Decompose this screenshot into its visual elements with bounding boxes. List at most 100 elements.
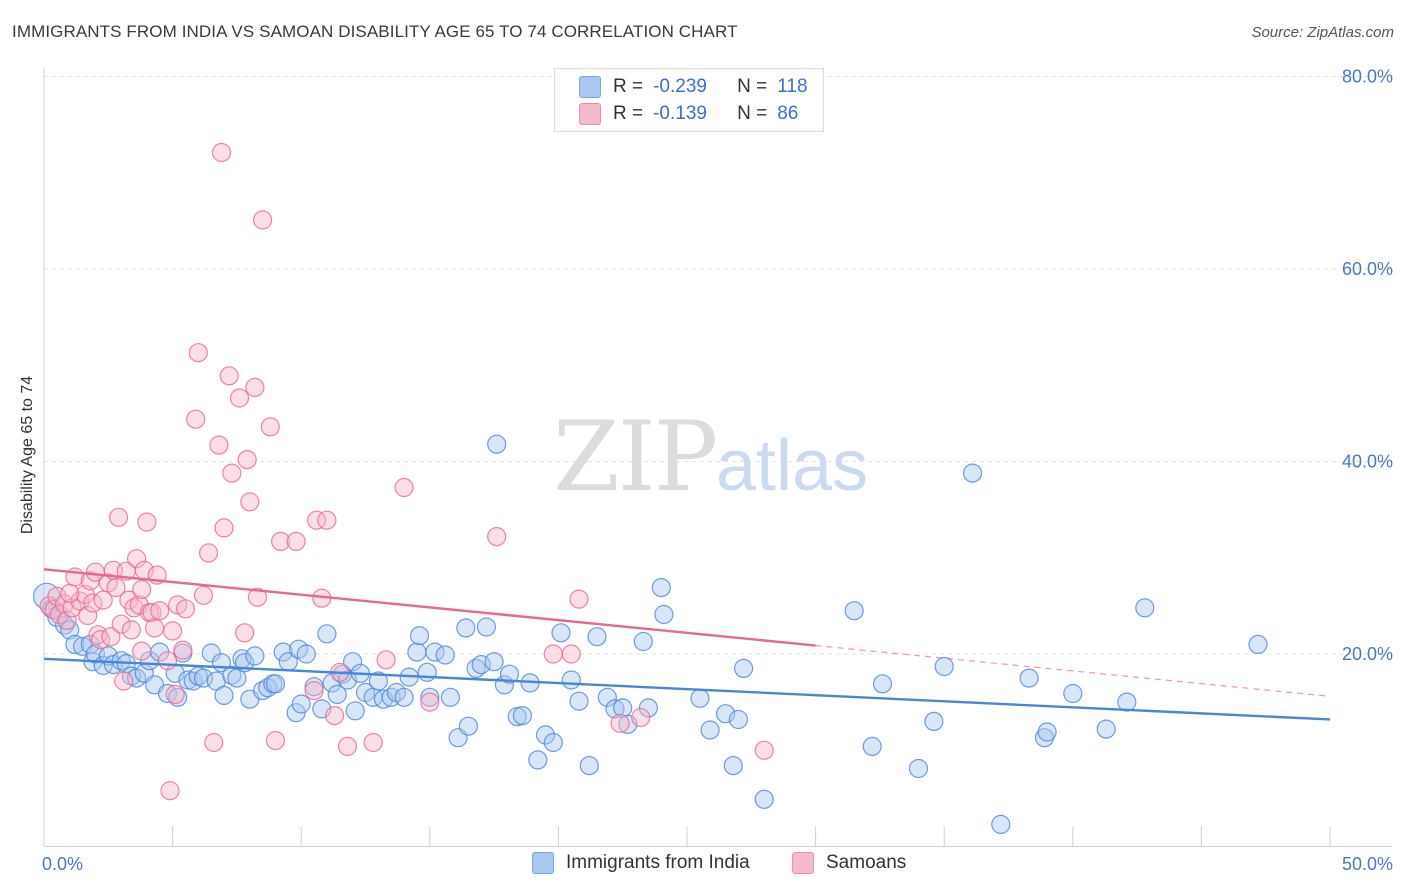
samoan-point-56 [235,623,255,643]
samoan-trend-line [43,568,816,647]
india-point-43 [273,642,293,662]
samoan-point-23 [114,671,134,691]
india-point-107 [728,709,749,730]
samoan-point-27 [124,598,144,618]
source-credit: Source: ZipAtlas.com [1251,24,1394,41]
samoan-point-70 [325,705,345,726]
samoan-point-5 [57,610,77,630]
samoan-point-60 [247,587,268,607]
y-tick-label-0: 20.0% [1342,644,1393,664]
legend-swatch-india [579,76,601,98]
y-tick-label-2: 60.0% [1342,259,1393,279]
india-point-116 [962,463,983,483]
samoan-point-54 [222,463,242,483]
legend-swatch-samoans [792,852,814,874]
samoan-point-62 [260,417,280,437]
x-tick-labels: 0.0% 50.0% [42,854,1393,874]
india-point-92 [569,691,589,711]
india-point-81 [487,434,507,454]
india-point-122 [1096,719,1116,739]
samoan-point-43 [173,640,193,660]
samoan-point-53 [219,366,239,386]
legend-label-india: Immigrants from India [566,852,750,873]
india-point-93 [579,755,599,776]
samoan-point-58 [240,492,260,512]
india-point-47 [291,694,311,714]
india-point-70 [420,687,440,707]
india-point-124 [1135,598,1155,618]
samoan-point-20 [106,577,126,598]
india-point-80 [484,652,504,672]
samoan-point-41 [165,684,185,705]
samoan-point-47 [193,585,214,605]
india-point-69 [417,662,437,682]
india-point-57 [345,701,365,721]
chart-title: IMMIGRANTS FROM INDIA VS SAMOAN DISABILI… [12,22,738,41]
india-point-96 [605,699,625,719]
india-point-77 [466,658,486,679]
samoan-point-84 [132,579,152,600]
samoan-point-6 [62,598,82,618]
samoan-point-79 [561,644,581,664]
india-point-95 [597,687,617,707]
india-point-112 [872,674,893,694]
samoan-point-45 [186,409,206,429]
india-point-38 [245,646,265,666]
samoan-point-55 [229,388,250,408]
india-point-68 [409,626,430,646]
india-point-88 [535,725,556,745]
india-point-89 [543,732,563,753]
gridlines [44,76,1392,655]
india-point-75 [456,618,476,638]
india-point-48 [296,644,316,664]
india-point-120 [1037,722,1057,742]
samoan-point-81 [610,713,630,733]
legend-swatch-samoans [579,103,601,125]
india-point-103 [690,688,710,708]
samoan-point-63 [265,730,286,751]
samoan-point-30 [132,641,152,661]
samoan-point-82 [631,707,651,728]
india-point-42 [265,674,286,694]
samoan-point-77 [487,526,507,547]
india-point-91 [561,670,581,690]
samoan-point-66 [304,680,324,701]
samoan-point-32 [137,512,157,532]
samoan-point-49 [204,732,224,753]
samoan-point-26 [121,620,141,640]
axes [43,68,1392,847]
samoan-point-28 [127,549,147,569]
india-point-32 [214,685,234,706]
x-tick-label-1: 50.0% [1342,854,1393,874]
legend-item-samoans[interactable]: Samoans [792,852,906,874]
india-point-33 [222,665,242,685]
samoan-point-18 [101,627,121,647]
samoan-point-61 [253,210,273,230]
samoan-point-59 [245,377,265,397]
legend-swatch-india [532,852,554,874]
samoan-point-73 [363,732,383,753]
india-point-115 [934,656,954,677]
india-point-51 [317,624,337,644]
legend-n-label: N = [737,76,768,97]
india-trend-line [43,657,1331,721]
samoan-point-21 [108,507,129,527]
india-point-21 [157,683,178,704]
legend-item-india[interactable]: Immigrants from India [532,852,750,874]
india-point-100 [638,698,659,718]
samoan-point-65 [286,531,306,552]
india-point-125 [1248,634,1268,655]
samoan-point-35 [145,618,165,638]
samoan-point-78 [543,644,563,664]
correlation-legend: R = -0.239 N = 118 R = -0.139 N = 86 [554,68,824,132]
india-point-85 [512,705,533,726]
samoan-trend-extension [815,644,1331,697]
samoan-point-85 [60,583,80,604]
india-point-72 [435,645,455,665]
india-point-79 [476,617,496,637]
india-point-109 [754,789,774,809]
legend-r-value: -0.239 [653,76,707,97]
samoan-point-74 [376,650,396,670]
series-legend: Immigrants from India Samoans [0,852,1406,878]
india-point-56 [343,652,363,672]
